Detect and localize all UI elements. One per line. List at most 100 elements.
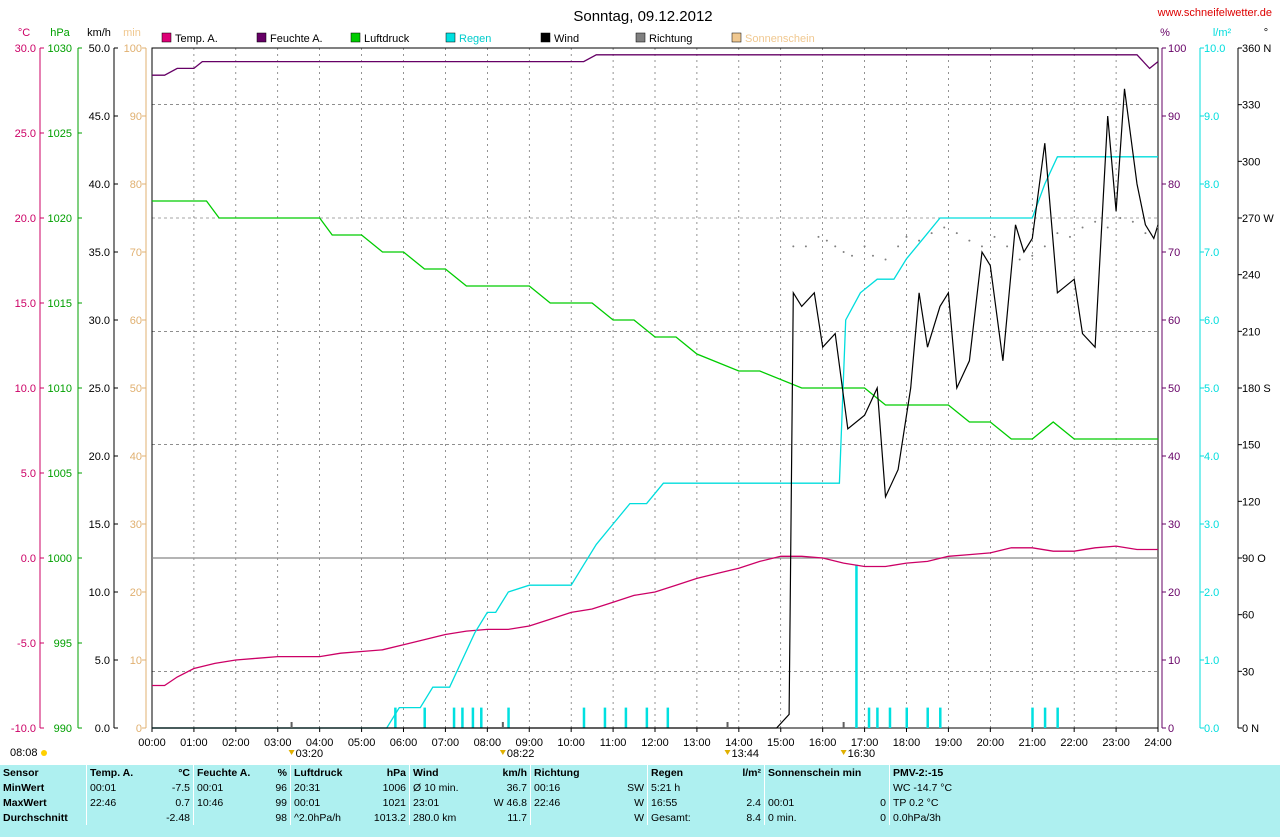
- rain-bar: [888, 707, 892, 728]
- humidity-axis-tick-label: 60: [1168, 315, 1180, 327]
- chart-grid: [151, 47, 1159, 729]
- wind-axis-tick-label: 20.0: [89, 451, 110, 463]
- direction-axis-tick-label: 0 N: [1242, 723, 1259, 735]
- humidity-axis-tick-label: 70: [1168, 247, 1180, 259]
- chart-markers: 08:08 03:20 08:22 13:44 16:30: [10, 722, 875, 760]
- wind-unit-label: km/h: [87, 27, 111, 39]
- sun-axis-tick-label: 90: [130, 111, 142, 123]
- stats-header-pmv: PMV-2:-15: [889, 765, 996, 780]
- temp-axis-tick-label: -10.0: [11, 723, 36, 735]
- direction-point: [1131, 220, 1134, 223]
- rain-axis-tick-label: 6.0: [1204, 315, 1219, 327]
- sun-axis-tick-label: 30: [130, 519, 142, 531]
- stats-row-label: MaxWert: [3, 796, 47, 809]
- direction-point: [851, 254, 854, 257]
- temperature-line: [152, 545, 1158, 687]
- direction-axis-tick-label: 240: [1242, 270, 1260, 282]
- x-axis-tick-label: 04:00: [306, 737, 334, 749]
- stats-cell-time: 00:01: [193, 780, 260, 795]
- stats-header-pressure: Luftdruck: [290, 765, 359, 780]
- wind-axis-tick-label: 35.0: [89, 247, 110, 259]
- legend-label: Luftdruck: [364, 33, 410, 45]
- rain-axis-tick-label: 5.0: [1204, 383, 1219, 395]
- weather-chart: Sonntag, 09.12.2012 www.schneifelwetter.…: [10, 7, 1274, 760]
- legend-label: Sonnenschein: [745, 33, 815, 45]
- humidity-axis-tick-label: 20: [1168, 587, 1180, 599]
- x-axis-tick-label: 09:00: [515, 737, 543, 749]
- chart-legend: Temp. A. Feuchte A. Luftdruck Regen Wind Rich…: [161, 32, 815, 45]
- rain-axis-tick-label: 10.0: [1204, 43, 1225, 55]
- pressure-axis-tick-label: 990: [54, 723, 72, 735]
- x-axis-tick-label: 02:00: [222, 737, 250, 749]
- stats-header-direction: Richtung: [530, 765, 607, 780]
- rain-bar: [876, 707, 879, 728]
- rain-bar: [471, 707, 475, 728]
- wind-axis-tick-label: 5.0: [95, 655, 110, 667]
- rain-axis-tick-label: 0.0: [1204, 723, 1219, 735]
- stats-cell-value: SW: [627, 781, 644, 794]
- chart-plot: [152, 54, 1159, 729]
- stats-cell-value: -2.48: [166, 811, 190, 824]
- stats-cell-value: 1006: [382, 781, 406, 794]
- direction-point: [834, 245, 837, 248]
- x-axis-tick-label: 23:00: [1102, 737, 1130, 749]
- stats-cell-time: 00:01: [764, 795, 875, 810]
- stats-cell-time: 22:46: [530, 795, 607, 810]
- stats-row-label: Durchschnitt: [3, 811, 68, 824]
- pressure-unit-label: hPa: [50, 27, 70, 39]
- x-axis-tick-label: 13:00: [683, 737, 711, 749]
- stats-cell-time: 00:01: [290, 795, 359, 810]
- time-marker-label: 08:08: [10, 747, 38, 759]
- stats-cell-value: 1013.2: [373, 811, 406, 824]
- direction-point: [930, 232, 933, 235]
- stats-cell-time: Gesamt:: [647, 810, 714, 825]
- stats-cell-value: W: [634, 811, 644, 824]
- temp-axis-tick-label: 30.0: [15, 43, 36, 55]
- direction-point: [804, 245, 807, 248]
- pressure-line: [152, 200, 1158, 440]
- stats-cell-value: W: [634, 796, 644, 809]
- legend-swatch: [256, 32, 267, 43]
- direction-axis-tick-label: 360 N: [1242, 43, 1271, 55]
- legend-label: Wind: [554, 33, 579, 45]
- legend-swatch: [731, 32, 742, 43]
- direction-axis-tick-label: 180 S: [1242, 383, 1271, 395]
- rain-bar: [624, 707, 628, 728]
- direction-point: [825, 239, 828, 242]
- legend-label: Richtung: [649, 33, 692, 45]
- stats-cell-time: [530, 810, 607, 825]
- direction-point: [955, 232, 958, 235]
- wind-axis-tick-label: 45.0: [89, 111, 110, 123]
- direction-point: [817, 235, 820, 238]
- time-marker-label: 13:44: [732, 748, 760, 760]
- stats-cell-value: 0: [880, 796, 886, 809]
- temp-axis-tick-label: 0.0: [21, 553, 36, 565]
- chart-axes: 30.025.020.015.010.05.00.0-5.0-10.010301…: [11, 43, 1274, 749]
- stats-cell-time: 0 min.: [764, 810, 875, 825]
- stats-row-label: MinWert: [3, 781, 45, 794]
- stats-header-rain: Regen: [647, 765, 714, 780]
- direction-point: [943, 226, 946, 229]
- stats-cell-pmv: TP 0.2 °C: [889, 795, 996, 810]
- x-axis-tick-label: 06:00: [390, 737, 418, 749]
- stats-header-sunshine-unit: [875, 765, 890, 780]
- direction-point: [993, 235, 996, 238]
- stats-cell-value: 11.7: [507, 811, 527, 824]
- direction-axis-tick-label: 300: [1242, 156, 1260, 168]
- time-marker-label: 03:20: [296, 748, 324, 760]
- direction-axis-tick-label: 210: [1242, 326, 1260, 338]
- rain-axis-tick-label: 9.0: [1204, 111, 1219, 123]
- marker-arrow-icon: [288, 750, 295, 755]
- chart-title: Sonntag, 09.12.2012: [573, 8, 712, 25]
- legend-label: Regen: [459, 33, 491, 45]
- rain-bar: [461, 707, 464, 728]
- legend-swatch: [540, 32, 551, 43]
- sun-axis-tick-label: 0: [136, 723, 142, 735]
- direction-point: [1068, 235, 1071, 238]
- stats-row-average: Durchschnitt -2.48 98 ^2.0hPa/h 1013.2 2…: [0, 810, 996, 825]
- direction-point: [1106, 226, 1109, 229]
- humidity-axis-tick-label: 0: [1168, 723, 1174, 735]
- stats-cell-time: [764, 780, 875, 795]
- stats-cell-time: 16:55: [647, 795, 714, 810]
- sun-axis-tick-label: 20: [130, 587, 142, 599]
